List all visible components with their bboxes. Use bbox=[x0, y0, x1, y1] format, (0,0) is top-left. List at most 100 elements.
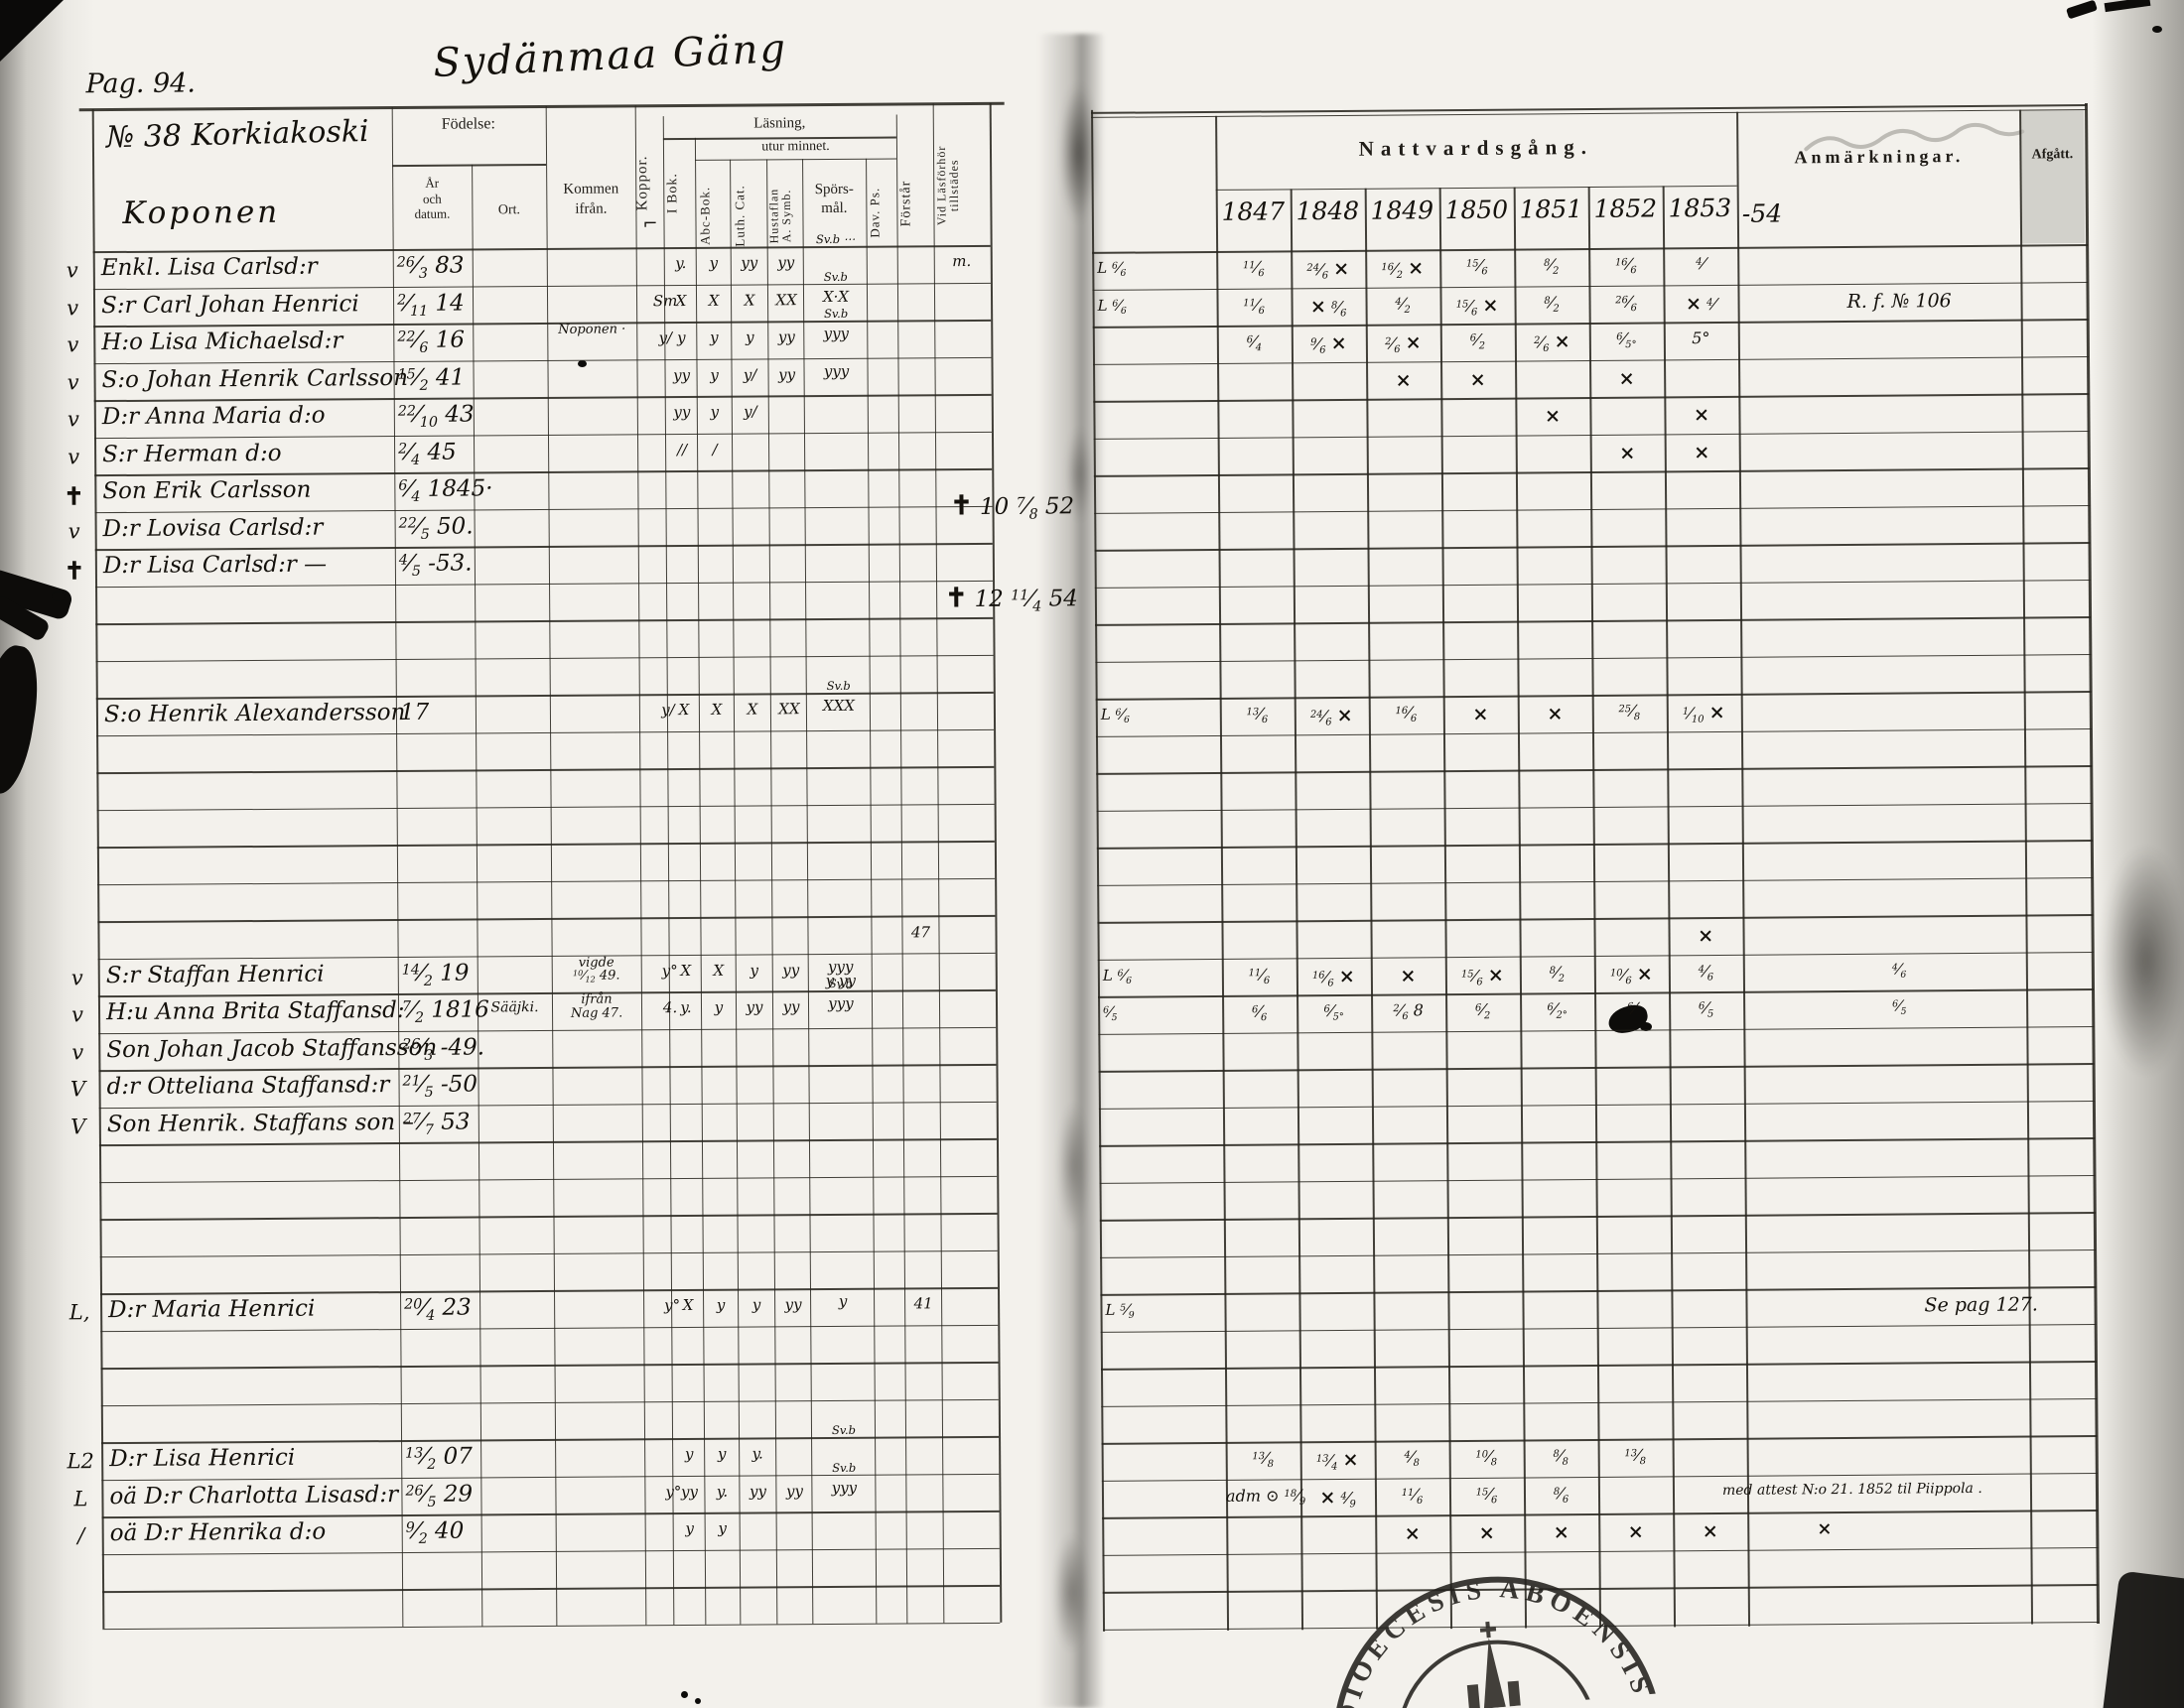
gridline-v bbox=[1438, 188, 1452, 1630]
communion-mark: 25⁄8 bbox=[1618, 701, 1641, 723]
communion-mark: × bbox=[1404, 1521, 1421, 1545]
communion-mark: 6⁄5° bbox=[1323, 1001, 1344, 1023]
communion-mark: 26⁄6 bbox=[1615, 292, 1637, 314]
scan-speck bbox=[2152, 26, 2162, 33]
communion-mark: 11⁄6 bbox=[1401, 1484, 1424, 1507]
year-label: 1847 bbox=[1221, 197, 1286, 226]
book-gutter-shadow bbox=[1038, 34, 1116, 1708]
communion-mark: 6⁄6 bbox=[1251, 1001, 1268, 1024]
communion-mark: 13⁄8 bbox=[1252, 1448, 1275, 1471]
scan-speck bbox=[681, 1691, 688, 1698]
communion-mark: 6⁄5 bbox=[1103, 1002, 1118, 1024]
year-label: 1851 bbox=[1519, 195, 1583, 224]
communion-mark: 8⁄2 bbox=[1544, 255, 1560, 277]
communion-mark: × 4⁄ bbox=[1685, 291, 1716, 315]
communion-mark: 6⁄2° bbox=[1547, 999, 1568, 1021]
gridline-v bbox=[1364, 188, 1378, 1630]
communion-mark: L 6⁄6 bbox=[1102, 966, 1133, 986]
nattvardsgang-title: Nattvardsgång. bbox=[1358, 134, 1594, 161]
communion-mark: 15⁄6 × bbox=[1460, 963, 1504, 987]
remark-note: 4⁄6 bbox=[1891, 960, 1907, 981]
ink-blot bbox=[1640, 1022, 1652, 1031]
binding-clip bbox=[52, 591, 66, 601]
gridline-v bbox=[1662, 186, 1676, 1628]
gridline-v bbox=[1513, 187, 1527, 1629]
communion-mark: × bbox=[1619, 441, 1636, 464]
remark-note: 6⁄5 bbox=[1892, 996, 1907, 1017]
gridline-v bbox=[2019, 109, 2033, 1625]
communion-mark: × bbox=[1478, 1520, 1495, 1544]
communion-mark: 9⁄6 × bbox=[1310, 330, 1347, 356]
gutter-smudge bbox=[1058, 1102, 1088, 1231]
communion-mark: × bbox=[1694, 440, 1710, 463]
communion-mark: 15⁄6 bbox=[1475, 1484, 1498, 1506]
communion-mark: adm ⊙ 18⁄9 bbox=[1225, 1485, 1306, 1508]
year-label: 1850 bbox=[1444, 195, 1509, 225]
communion-mark: × bbox=[1553, 1520, 1570, 1544]
communion-mark: 1⁄10 × bbox=[1682, 700, 1725, 725]
communion-mark: × bbox=[1693, 403, 1710, 427]
gridline-v bbox=[1290, 189, 1303, 1631]
gutter-smudge bbox=[1066, 427, 1092, 522]
communion-mark: × bbox=[1472, 702, 1489, 725]
scan-blob bbox=[2103, 846, 2184, 1076]
communion-mark: 4⁄8 bbox=[1404, 1447, 1420, 1469]
communion-mark: 10⁄6 × bbox=[1609, 961, 1653, 986]
communion-mark: L 6⁄6 bbox=[1097, 296, 1127, 317]
communion-mark: 8⁄6 bbox=[1553, 1483, 1570, 1506]
communion-mark: 11⁄6 bbox=[1248, 965, 1271, 986]
communion-mark: 16⁄6 bbox=[1614, 254, 1637, 277]
communion-mark: 15⁄6 × bbox=[1455, 293, 1499, 318]
communion-mark: 4⁄2 bbox=[1395, 293, 1411, 316]
communion-mark: × bbox=[1618, 366, 1635, 390]
communion-mark: 11⁄6 bbox=[1242, 257, 1265, 280]
communion-mark: 5° bbox=[1692, 328, 1710, 348]
communion-mark: 6⁄2 bbox=[1474, 999, 1491, 1022]
gridline-v bbox=[2084, 103, 2100, 1625]
scan-speck bbox=[695, 1698, 701, 1704]
gutter-smudge bbox=[1054, 1533, 1088, 1652]
communion-mark: L 6⁄6 bbox=[1097, 258, 1127, 279]
communion-mark: × bbox=[1400, 963, 1417, 986]
communion-mark: 16⁄6 bbox=[1395, 703, 1418, 724]
year-label: 1848 bbox=[1296, 196, 1360, 226]
communion-mark: × bbox=[1544, 404, 1562, 428]
communion-mark: 4⁄ bbox=[1696, 254, 1706, 274]
communion-mark: 2⁄6 × bbox=[1534, 329, 1570, 354]
paper-edge-left bbox=[0, 0, 94, 1708]
gridline-v bbox=[1091, 109, 1105, 1632]
year-extra: -54 bbox=[1741, 198, 1783, 228]
communion-mark: × bbox=[1702, 1518, 1718, 1543]
diocese-stamp-icon: DIOECESIS ABOENSIS bbox=[1319, 1560, 1663, 1708]
communion-mark: 2⁄6 × bbox=[1385, 330, 1422, 355]
year-label: 1852 bbox=[1593, 194, 1658, 223]
remark-note: × bbox=[1817, 1518, 1833, 1540]
communion-mark: 2⁄6 8 bbox=[1393, 1000, 1425, 1022]
communion-mark: 16⁄2 × bbox=[1381, 256, 1425, 281]
gutter-smudge bbox=[1060, 83, 1096, 222]
scan-corner-shadow bbox=[0, 0, 64, 62]
communion-mark: 11⁄6 bbox=[1243, 295, 1265, 317]
communion-mark: 16⁄6 × bbox=[1311, 964, 1355, 989]
communion-mark: 8⁄8 bbox=[1553, 1446, 1569, 1468]
remark-note: R. f. № 106 bbox=[1846, 289, 1952, 313]
communion-mark: 8⁄2 bbox=[1549, 962, 1566, 985]
communion-mark: L 5⁄9 bbox=[1105, 1300, 1135, 1321]
communion-mark: × 4⁄9 bbox=[1319, 1485, 1356, 1510]
communion-mark: × bbox=[1547, 702, 1564, 725]
communion-mark: 13⁄8 bbox=[1624, 1445, 1647, 1468]
communion-mark: × bbox=[1469, 367, 1486, 391]
communion-mark: 13⁄6 bbox=[1246, 704, 1269, 726]
gridline-v bbox=[1736, 111, 1750, 1627]
communion-mark: 6⁄ bbox=[1627, 998, 1637, 1018]
ink-dot bbox=[578, 360, 587, 367]
communion-mark: 6⁄4 bbox=[1246, 331, 1263, 354]
communion-mark: 6⁄5° bbox=[1616, 328, 1637, 351]
communion-mark: × bbox=[1395, 367, 1412, 392]
communion-mark: 24⁄6 × bbox=[1306, 256, 1350, 282]
communion-mark: 6⁄2 bbox=[1469, 329, 1486, 352]
communion-mark: 15⁄6 bbox=[1465, 255, 1488, 278]
communion-mark: 4⁄6 bbox=[1698, 961, 1714, 984]
